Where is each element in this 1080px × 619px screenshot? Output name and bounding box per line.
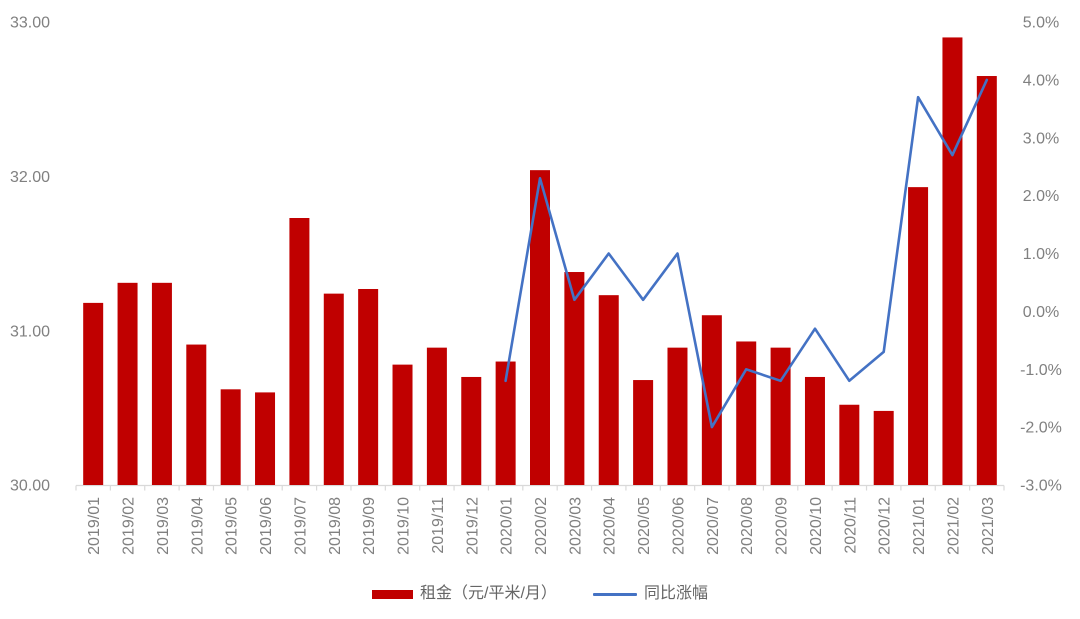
right-axis-tick-label: 5.0% <box>1023 15 1059 32</box>
x-axis-category-label: 2020/10 <box>808 497 825 555</box>
x-axis-category-label: 2019/09 <box>361 497 378 555</box>
rent-bar <box>530 170 550 485</box>
right-axis-tick-label: -2.0% <box>1020 420 1062 437</box>
x-axis-category-label: 2019/01 <box>86 497 103 555</box>
yoy-line <box>504 78 989 429</box>
rent-bar <box>151 282 172 485</box>
x-axis-category-label: 2020/06 <box>670 497 687 555</box>
rent-bar <box>426 347 447 485</box>
x-axis-category-label: 2020/05 <box>636 497 653 555</box>
yoy-series-label: 同比涨幅 <box>643 585 708 602</box>
right-axis-tick-label: 0.0% <box>1023 304 1059 321</box>
rent-bar <box>323 293 344 485</box>
x-axis-category-label: 2020/07 <box>705 497 722 555</box>
right-axis-tick-label: 3.0% <box>1023 130 1059 147</box>
x-axis-category-label: 2021/01 <box>911 497 928 555</box>
x-axis-category-label: 2020/08 <box>739 497 756 555</box>
right-axis-tick-label: 4.0% <box>1023 72 1059 89</box>
legend-item-yoy: 同比涨幅 <box>592 585 708 602</box>
rent-bar <box>392 364 413 485</box>
x-axis-category-label: 2019/04 <box>189 497 206 555</box>
rent-bar <box>942 37 963 485</box>
rent-bar <box>83 302 104 485</box>
x-axis-category-label: 2020/11 <box>842 497 859 554</box>
x-axis-category-label: 2020/01 <box>499 497 516 555</box>
x-axis-category-label: 2019/10 <box>396 497 413 555</box>
rent-bar <box>701 315 722 485</box>
x-axis-category-label: 2019/06 <box>258 497 275 555</box>
rent-series-swatch <box>372 589 414 599</box>
rent-bar <box>908 187 929 486</box>
x-axis-category-label: 2019/03 <box>155 497 172 555</box>
yoy-series-swatch <box>592 592 637 596</box>
x-axis-category-label: 2020/12 <box>877 497 894 555</box>
x-axis-category-label: 2019/07 <box>292 497 309 555</box>
rent-bar <box>839 404 860 485</box>
left-axis-tick-label: 31.00 <box>10 323 50 340</box>
x-axis-category-label: 2020/02 <box>533 497 550 555</box>
right-axis-tick-label: 2.0% <box>1023 188 1059 205</box>
rent-bar <box>289 218 310 485</box>
x-axis-category-label: 2019/05 <box>224 497 241 555</box>
rent-bar <box>804 376 825 485</box>
rent-bar <box>461 376 482 485</box>
rent-bar <box>186 344 207 485</box>
x-axis-category-label: 2020/03 <box>567 497 584 555</box>
rent-bar <box>220 389 241 485</box>
x-axis-category-label: 2021/02 <box>945 497 962 555</box>
rent-bar <box>770 347 791 485</box>
x-axis-category-label: 2019/02 <box>121 497 138 555</box>
rent-bar <box>633 380 654 485</box>
left-axis-tick-label: 33.00 <box>10 15 50 32</box>
rent-bar <box>564 272 585 485</box>
legend-item-rent: 租金（元/平米/月） <box>372 586 557 602</box>
rent-bar <box>598 295 619 485</box>
rent-bar <box>667 347 688 485</box>
legend: 租金（元/平米/月） 同比涨幅 <box>0 586 1080 602</box>
x-axis-category-label: 2019/12 <box>464 497 481 555</box>
rent-bar <box>358 288 379 485</box>
rent-bar <box>255 392 276 485</box>
rent-bar <box>976 76 997 486</box>
rent-bar <box>736 341 757 485</box>
x-axis-category-label: 2020/09 <box>774 497 791 555</box>
rent-bar <box>495 361 516 485</box>
right-axis-tick-label: -3.0% <box>1020 478 1062 495</box>
x-axis-category-label: 2019/11 <box>430 497 447 554</box>
right-axis-tick-label: 1.0% <box>1023 246 1059 263</box>
right-axis-tick-label: -1.0% <box>1020 362 1062 379</box>
rent-bar <box>117 282 138 485</box>
x-axis-category-label: 2020/04 <box>602 497 619 555</box>
left-axis-tick-label: 32.00 <box>10 169 50 186</box>
rent-series-label: 租金（元/平米/月） <box>420 585 557 602</box>
x-axis-category-label: 2021/03 <box>980 497 997 555</box>
plot-area: 33.00 32.00 31.00 30.00 5.0% 4.0% 3.0% 2.0% 1.0%… <box>10 15 1062 555</box>
rent-bar <box>873 410 894 485</box>
x-axis-category-label: 2019/08 <box>327 497 344 555</box>
left-axis-tick-label: 30.00 <box>10 478 50 495</box>
